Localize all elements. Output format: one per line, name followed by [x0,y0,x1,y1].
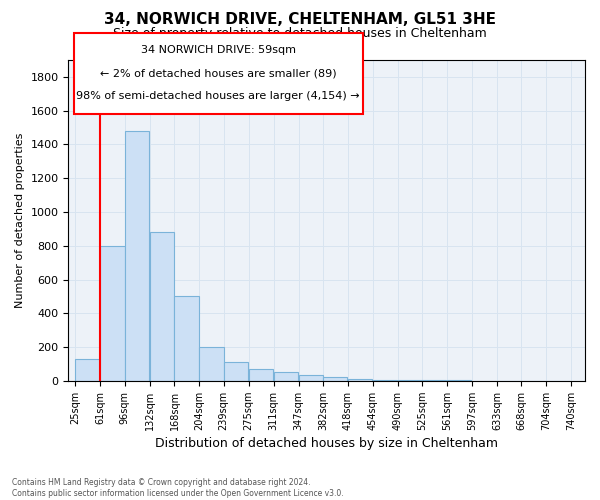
Bar [76,359,100,381]
Bar [224,362,248,381]
Text: Size of property relative to detached houses in Cheltenham: Size of property relative to detached ho… [113,28,487,40]
Bar [149,232,174,381]
Text: ← 2% of detached houses are smaller (89): ← 2% of detached houses are smaller (89) [100,68,337,78]
X-axis label: Distribution of detached houses by size in Cheltenham: Distribution of detached houses by size … [155,437,498,450]
Y-axis label: Number of detached properties: Number of detached properties [15,132,25,308]
Bar [323,376,347,381]
Bar [175,296,199,381]
Text: 98% of semi-detached houses are larger (4,154) →: 98% of semi-detached houses are larger (… [76,91,360,101]
Bar [274,372,298,381]
Bar [299,375,323,381]
Bar [398,380,422,381]
Text: Contains HM Land Registry data © Crown copyright and database right 2024.
Contai: Contains HM Land Registry data © Crown c… [12,478,344,498]
Bar [348,379,372,381]
Bar [248,369,273,381]
Bar [125,131,149,381]
Bar [199,347,224,381]
Bar [373,380,397,381]
Text: 34, NORWICH DRIVE, CHELTENHAM, GL51 3HE: 34, NORWICH DRIVE, CHELTENHAM, GL51 3HE [104,12,496,28]
Text: 34 NORWICH DRIVE: 59sqm: 34 NORWICH DRIVE: 59sqm [141,46,296,56]
Bar [100,246,125,381]
